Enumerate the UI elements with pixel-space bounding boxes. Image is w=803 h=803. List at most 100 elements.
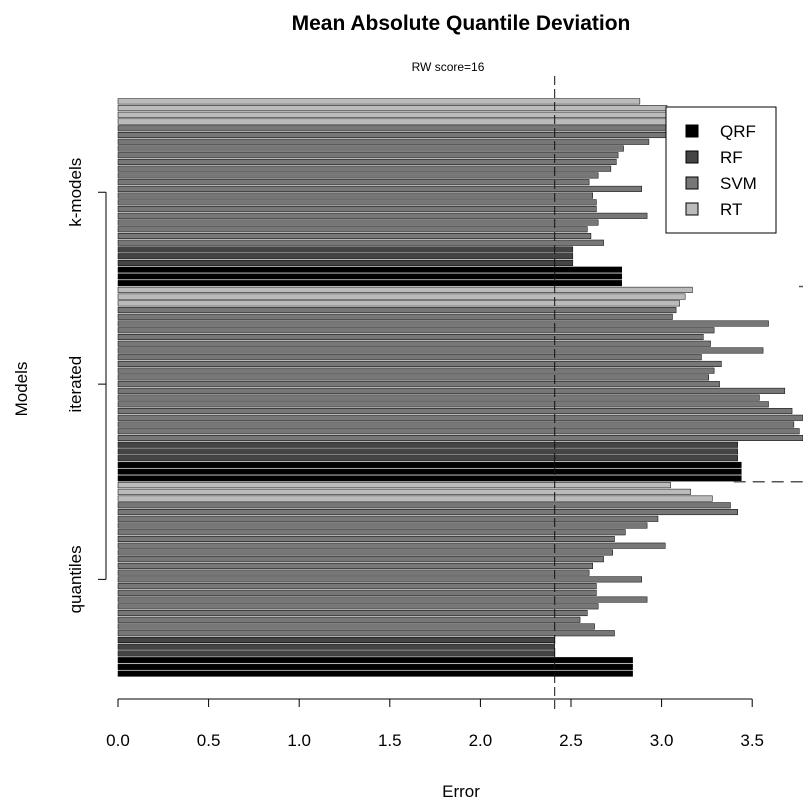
- bar-k-models-rt-2: [117, 111, 680, 118]
- x-tick-label-3.5: 3.5: [740, 731, 764, 750]
- bar-quantiles-svm-5: [117, 603, 599, 610]
- bar-k-models-rt-1: [117, 118, 693, 125]
- bar-quantiles-svm-2: [117, 623, 595, 630]
- bar-quantiles-svm-4: [117, 610, 588, 617]
- bar-quantiles-rt-2: [117, 488, 691, 495]
- bar-quantiles-svm-18: [117, 515, 659, 522]
- bar-iterated-svm-6: [117, 401, 769, 408]
- bar-quantiles-rt-1: [117, 495, 713, 502]
- bar-k-models-svm-15: [117, 145, 624, 152]
- bar-quantiles-rf-3: [117, 636, 555, 643]
- bar-iterated-svm-9: [117, 381, 720, 388]
- legend-swatch-qrf: [685, 124, 699, 138]
- bar-quantiles-svm-11: [117, 562, 593, 569]
- bar-iterated-svm-15: [117, 340, 711, 347]
- bar-iterated-svm-1: [117, 434, 803, 442]
- bar-quantiles-svm-14: [117, 542, 666, 549]
- bar-k-models-svm-8: [117, 192, 593, 199]
- bar-iterated-svm-4: [117, 414, 803, 421]
- bar-iterated-rf-1: [117, 455, 738, 462]
- bar-quantiles-qrf-3: [117, 657, 633, 664]
- bar-quantiles-svm-10: [117, 569, 590, 576]
- bar-iterated-svm-18: [117, 320, 769, 327]
- bar-quantiles-qrf-1: [117, 670, 633, 677]
- legend-label-rt: RT: [720, 200, 742, 219]
- bar-iterated-svm-7: [117, 394, 760, 401]
- bar-k-models-svm-7: [117, 199, 597, 206]
- bar-k-models-svm-11: [117, 172, 599, 179]
- bar-iterated-qrf-1: [117, 475, 742, 482]
- bar-quantiles-svm-8: [117, 583, 597, 590]
- bar-iterated-svm-17: [117, 327, 715, 334]
- bar-k-models-rt-4: [117, 98, 641, 105]
- bar-quantiles-svm-16: [117, 529, 626, 536]
- legend: QRF RF SVM RT: [665, 106, 777, 234]
- bar-k-models-rf-2: [117, 253, 574, 260]
- legend-label-svm: SVM: [720, 174, 757, 193]
- bar-iterated-svm-10: [117, 374, 709, 381]
- bar-k-models-svm-18: [117, 125, 742, 132]
- y-axis: quantiles iterated k-models: [66, 158, 107, 613]
- bar-iterated-svm-13: [117, 354, 702, 361]
- legend-label-rf: RF: [720, 148, 743, 167]
- bar-quantiles-rf-1: [117, 650, 555, 657]
- bar-iterated-qrf-2: [117, 468, 742, 475]
- bar-k-models-rt-3: [117, 105, 668, 112]
- y-axis-label: Models: [12, 362, 31, 417]
- legend-label-qrf: QRF: [720, 122, 756, 141]
- bar-iterated-svm-8: [117, 387, 786, 394]
- bar-k-models-svm-17: [117, 132, 668, 139]
- bar-quantiles-svm-9: [117, 576, 642, 583]
- bar-quantiles-svm-13: [117, 549, 613, 556]
- chart-title: Mean Absolute Quantile Deviation: [292, 12, 631, 35]
- bar-iterated-svm-14: [117, 347, 764, 354]
- x-axis-label: Error: [442, 782, 480, 801]
- bar-quantiles-rt-3: [117, 482, 671, 489]
- bar-k-models-qrf-2: [117, 273, 622, 280]
- bar-iterated-svm-5: [117, 408, 793, 415]
- bar-k-models-svm-13: [117, 158, 617, 165]
- bar-k-models-svm-10: [117, 179, 590, 186]
- bar-k-models-svm-12: [117, 165, 612, 172]
- bar-k-models-qrf-3: [117, 266, 622, 273]
- group-separators: [733, 285, 803, 483]
- x-tick-label-2.5: 2.5: [559, 731, 583, 750]
- bar-quantiles-svm-7: [117, 589, 597, 596]
- bar-iterated-rf-3: [117, 441, 738, 448]
- bar-quantiles-svm-12: [117, 556, 604, 563]
- x-tick-label-2.0: 2.0: [469, 731, 493, 750]
- bar-iterated-svm-20: [117, 307, 677, 314]
- bar-quantiles-qrf-2: [117, 663, 633, 670]
- x-tick-label-0.0: 0.0: [106, 731, 130, 750]
- bar-quantiles-svm-19: [117, 509, 738, 516]
- bar-iterated-svm-12: [117, 360, 722, 367]
- bar-k-models-svm-3: [117, 226, 588, 233]
- bar-k-models-svm-2: [117, 233, 592, 240]
- bar-iterated-svm-3: [117, 421, 795, 428]
- legend-swatch-rt: [685, 202, 699, 216]
- legend-swatch-rf: [685, 150, 699, 164]
- x-tick-label-1.5: 1.5: [378, 731, 402, 750]
- bar-k-models-svm-16: [117, 138, 650, 145]
- bar-quantiles-rf-2: [117, 643, 555, 650]
- legend-swatch-svm: [685, 176, 699, 190]
- x-tick-label-3.0: 3.0: [650, 731, 674, 750]
- bar-iterated-svm-11: [117, 367, 715, 374]
- y-tick-label-k-models: k-models: [66, 158, 85, 227]
- x-axis: 0.0 0.5 1.0 1.5 2.0 2.5 3.0 3.5: [106, 698, 764, 750]
- bar-k-models-rf-3: [117, 246, 574, 253]
- bar-iterated-rt-2: [117, 293, 686, 300]
- bar-k-models-svm-5: [117, 212, 648, 219]
- bar-k-models-svm-14: [117, 152, 619, 159]
- bar-iterated-svm-16: [117, 334, 704, 341]
- bar-k-models-svm-6: [117, 206, 597, 213]
- bar-iterated-svm-2: [117, 428, 800, 435]
- bar-quantiles-svm-1: [117, 630, 615, 637]
- bar-quantiles-svm-3: [117, 616, 581, 623]
- bar-iterated-qrf-3: [117, 461, 742, 468]
- x-tick-label-1.0: 1.0: [287, 731, 311, 750]
- reference-line-label: RW score=16: [412, 60, 485, 74]
- bar-quantiles-svm-17: [117, 522, 648, 529]
- bar-quantiles-svm-6: [117, 596, 648, 603]
